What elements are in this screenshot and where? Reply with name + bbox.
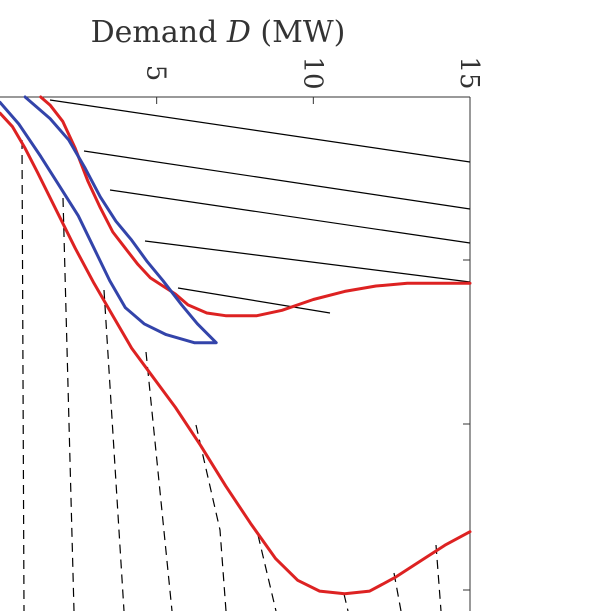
x-tick-label-5: 5 xyxy=(141,65,171,82)
solid-guide-line-4 xyxy=(144,240,471,283)
solid-guide-line-2 xyxy=(83,150,471,210)
chart-title-suffix: (MW) xyxy=(251,15,346,50)
dashed-guide-line-3 xyxy=(103,289,125,611)
x-axis: 5 10 15 xyxy=(0,56,484,611)
x-tick-label-15: 15 xyxy=(454,56,484,89)
chart-title-prefix: Demand xyxy=(91,15,227,50)
dashed-guide-line-2 xyxy=(62,197,75,611)
solid-guide-line-5 xyxy=(177,287,331,314)
chart-title: Demand D (MW) xyxy=(91,15,346,50)
dashed-guide-line-9 xyxy=(435,544,442,611)
dashed-guide-line-7 xyxy=(343,593,349,611)
x-tick-label-10: 10 xyxy=(297,56,327,89)
series-blue-loop xyxy=(0,95,218,345)
dashed-guide-line-1 xyxy=(21,139,25,611)
solid-guide-line-3 xyxy=(109,189,471,244)
dashed-guide-line-8 xyxy=(393,572,402,611)
dashed-guide-line-4 xyxy=(145,351,173,611)
dashed-guide-line-5 xyxy=(195,424,227,611)
series-group xyxy=(0,95,472,596)
dashed-guide-line-6 xyxy=(257,534,277,611)
series-red-upper xyxy=(39,95,472,318)
chart-title-variable: D xyxy=(226,15,251,50)
series-red-lower xyxy=(0,111,472,596)
solid-guide-line-1 xyxy=(49,99,471,163)
guide-lines xyxy=(21,99,471,611)
